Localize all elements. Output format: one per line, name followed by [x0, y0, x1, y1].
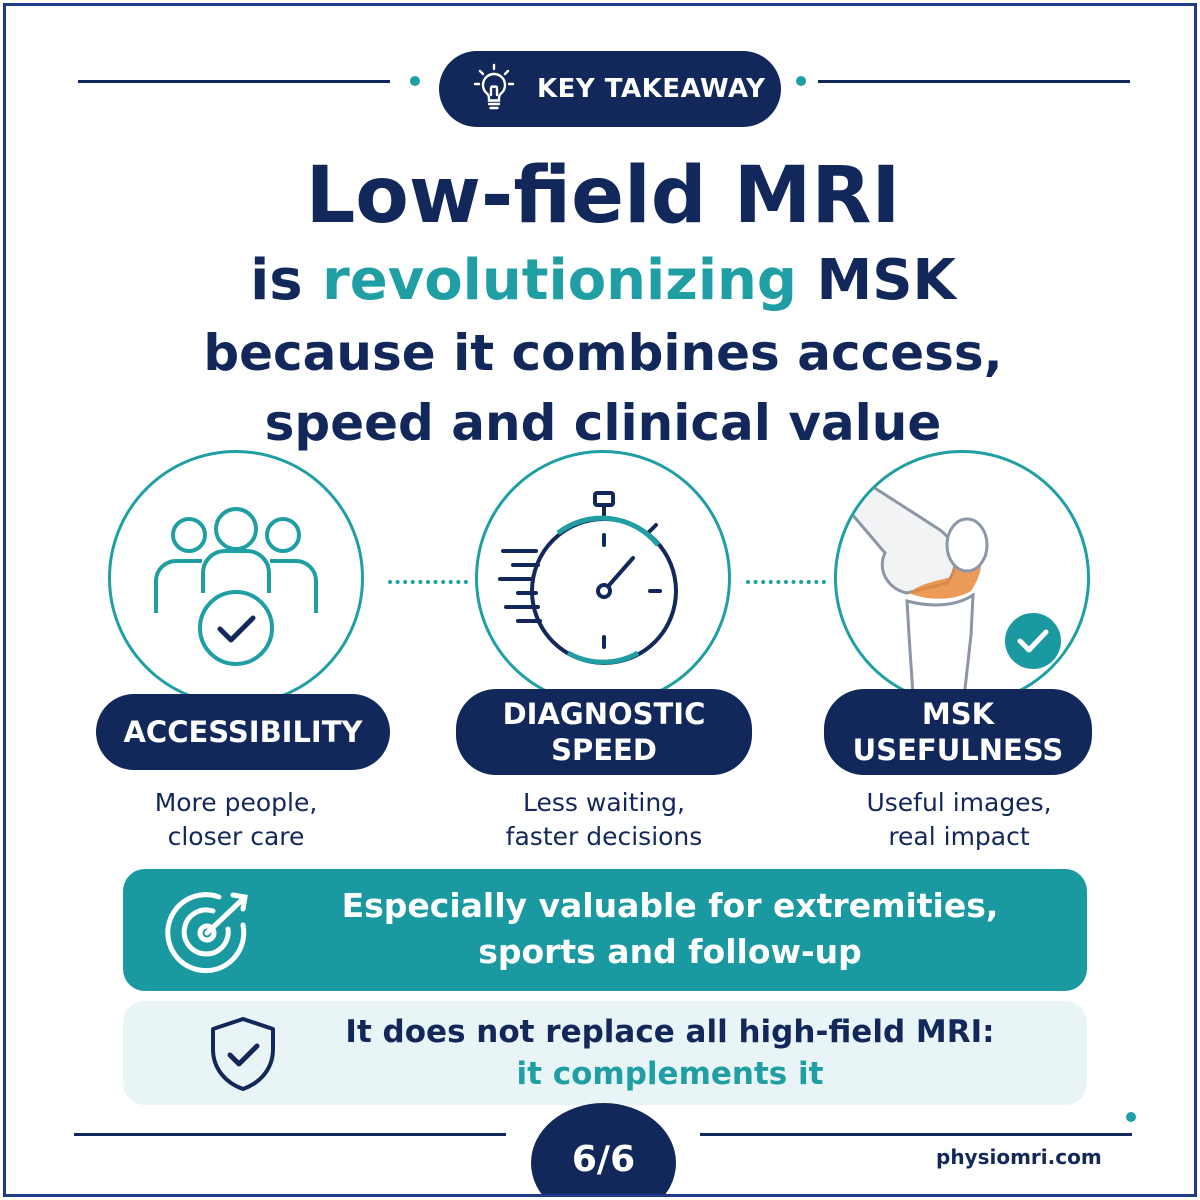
header-rule-right [818, 80, 1130, 83]
stopwatch-icon [498, 491, 678, 665]
msk-caption-line-1: Useful images, [866, 788, 1052, 817]
headline-accent: revolutionizing [322, 248, 797, 313]
speed-title-line-1: DIAGNOSTIC [502, 697, 706, 731]
speed-caption: Less waiting, faster decisions [454, 786, 754, 854]
shield-check-icon [211, 1017, 275, 1091]
speed-caption-line-1: Less waiting, [523, 788, 685, 817]
highlight-banner: Especially valuable for extremities, spo… [123, 869, 1087, 991]
lightbulb-icon [473, 63, 515, 110]
key-takeaway-badge: KEY TAKEAWAY [439, 51, 781, 127]
site-url: physiomri.com [936, 1145, 1102, 1169]
headline-line-4: speed and clinical value [264, 394, 942, 452]
speed-title-line-2: SPEED [551, 733, 657, 767]
headline-line-2-post: MSK [796, 248, 956, 313]
msk-caption-line-2: real impact [888, 822, 1030, 851]
key-takeaway-label: KEY TAKEAWAY [537, 74, 766, 104]
accessibility-caption-line-2: closer care [167, 822, 305, 851]
msk-caption: Useful images, real impact [809, 786, 1109, 854]
headline-line-1: Low-field MRI [305, 151, 901, 241]
note-line-1: It does not replace all high-field MRI: [345, 1014, 995, 1050]
accessibility-caption-line-1: More people, [154, 788, 318, 817]
header-rule-left [78, 80, 390, 83]
accessibility-caption: More people, closer care [86, 786, 386, 854]
speed-circle [475, 450, 731, 706]
footer-dot [1126, 1112, 1136, 1122]
speed-caption-line-2: faster decisions [505, 822, 703, 851]
headline-line-2-pre: is [250, 248, 323, 313]
msk-title: MSK USEFULNESS [824, 689, 1092, 775]
accessibility-circle [108, 450, 364, 706]
footer-rule-right [700, 1133, 1132, 1136]
infographic-frame: KEY TAKEAWAY Low-field MRI is revolution… [3, 3, 1197, 1197]
speed-title: DIAGNOSTIC SPEED [456, 689, 752, 775]
footer-rule-left [74, 1133, 506, 1136]
accessibility-title-line-1: ACCESSIBILITY [123, 715, 363, 749]
headline-line-3: because it combines access, [203, 324, 1003, 382]
header-dot-left [410, 76, 420, 86]
highlight-line-1: Especially valuable for extremities, [341, 886, 999, 925]
header-dot-right [796, 76, 806, 86]
people-check-icon [154, 507, 318, 666]
msk-circle [834, 450, 1090, 706]
page-number: 6/6 [531, 1103, 676, 1194]
connector-dots-left [388, 580, 468, 584]
msk-title-line-1: MSK [921, 697, 995, 731]
note-banner: It does not replace all high-field MRI: … [123, 1001, 1087, 1105]
knee-joint-icon [849, 480, 1065, 703]
highlight-text: Especially valuable for extremities, spo… [273, 883, 1067, 975]
note-line-2: it complements it [516, 1056, 824, 1092]
highlight-line-2: sports and follow-up [478, 932, 862, 971]
note-text: It does not replace all high-field MRI: … [273, 1011, 1067, 1095]
target-arrow-icon [165, 892, 248, 974]
headline-line-2: is revolutionizing MSK [6, 244, 1194, 318]
accessibility-title: ACCESSIBILITY [96, 694, 390, 770]
connector-dots-right [746, 580, 826, 584]
msk-title-line-2: USEFULNESS [852, 733, 1064, 767]
